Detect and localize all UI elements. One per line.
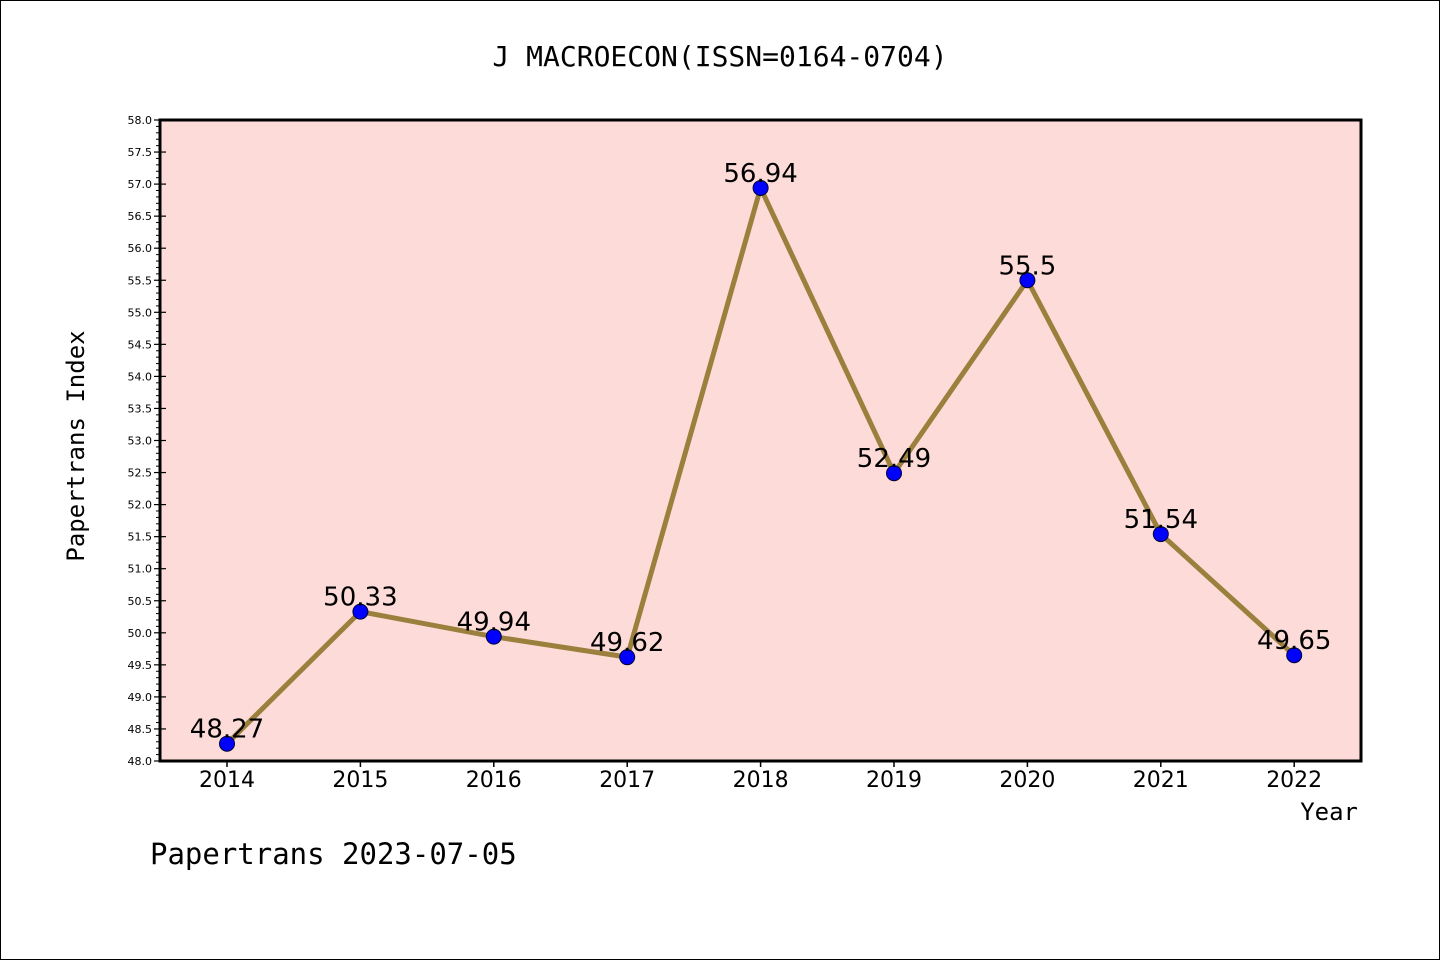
data-point [352,603,369,620]
x-tick-label: 2020 [999,768,1055,793]
y-tick-label: 54.5 [128,338,153,351]
y-tick-label: 57.0 [128,178,153,191]
y-tick-label: 52.5 [128,467,153,480]
y-tick-label: 48.5 [128,723,153,736]
data-label: 50.33 [323,583,397,613]
data-labels: 48.27 50.33 49.94 49.62 56.94 52.49 55.5 51.54 4… [190,159,1332,745]
data-point [485,628,502,645]
y-axis: 48.0 48.5 49.0 49.5 50.0 50.5 51.0 51.5 52.0 52.5… [128,114,166,768]
x-tick-label: 2018 [733,768,789,793]
x-tick-label: 2019 [866,768,922,793]
chart-title: J MACROECON(ISSN=0164-0704) [492,40,947,73]
y-tick-label: 56.5 [128,210,153,223]
footer-credit: Papertrans 2023-07-05 [150,837,517,871]
y-tick-label: 58.0 [128,114,153,127]
data-point [1019,272,1036,289]
data-label: 52.49 [857,444,931,474]
y-tick-label: 50.5 [128,595,153,608]
y-tick-label: 57.5 [128,146,153,159]
data-label: 49.94 [457,608,531,638]
data-label: 55.5 [998,251,1056,281]
y-tick-label: 53.0 [128,435,153,448]
y-tick-label: 53.5 [128,402,153,415]
data-point [219,735,235,752]
y-tick-label: 48.0 [128,755,153,768]
data-label: 48.27 [190,715,264,745]
y-tick-label: 55.5 [128,274,153,287]
y-tick-label: 51.0 [128,563,153,576]
y-tick-label: 49.0 [128,691,153,704]
x-axis-label: Year [1300,798,1358,826]
plot-area [160,120,1361,761]
x-tick-label: 2014 [199,768,255,793]
data-point [886,465,902,482]
data-points [219,179,1303,752]
x-tick-label: 2017 [599,768,655,793]
y-tick-label: 54.0 [128,370,153,383]
y-tick-label: 56.0 [128,242,153,255]
y-tick-label: 51.5 [128,531,153,544]
x-tick-label: 2021 [1133,768,1189,793]
data-label: 51.54 [1124,505,1198,535]
x-tick-label: 2022 [1266,768,1322,793]
data-label: 56.94 [723,159,797,189]
data-point [1286,647,1303,664]
data-label: 49.62 [590,628,664,658]
y-tick-label: 50.0 [128,627,153,640]
y-tick-label: 52.0 [128,499,153,512]
data-label: 49.65 [1257,626,1331,656]
x-tick-label: 2016 [466,768,522,793]
y-axis-label: Papertrans Index [62,330,90,561]
y-tick-label: 49.5 [128,659,153,672]
data-point [752,179,769,196]
data-point [1152,526,1169,543]
x-tick-label: 2015 [332,768,388,793]
y-tick-label: 55.0 [128,306,153,319]
x-axis: 2014 2015 2016 2017 2018 2019 2020 2021 2022 [199,761,1322,793]
plot-border [158,118,1363,763]
data-point [619,649,636,666]
